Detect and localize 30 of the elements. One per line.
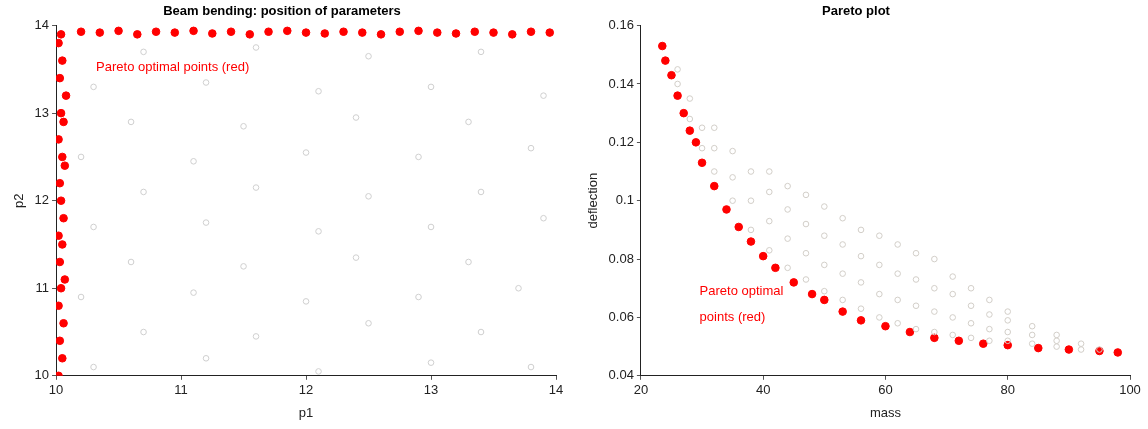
y-tick-label: 0.08 xyxy=(608,250,634,266)
x-tick-label: 40 xyxy=(755,382,771,398)
x-tick-label: 12 xyxy=(298,382,314,398)
x-tick-label: 60 xyxy=(878,382,893,398)
y-tick-label: 0.06 xyxy=(608,309,634,325)
y-tick-label: 13 xyxy=(34,104,50,120)
chart-title: Beam bending: position of parameters xyxy=(163,3,401,19)
x-tick-label: 100 xyxy=(1119,382,1141,398)
x-tick-label: 14 xyxy=(548,382,564,398)
y-tick-label: 12 xyxy=(34,192,50,208)
y-tick-label: 0.04 xyxy=(608,367,634,383)
x-tick-label: 20 xyxy=(633,382,649,398)
y-tick-label: 0.1 xyxy=(615,192,634,208)
x-axis-title: mass xyxy=(869,404,902,420)
y-tick-label: 0.12 xyxy=(608,133,634,149)
y-tick-label: 14 xyxy=(34,17,50,33)
y-tick-label: 0.14 xyxy=(608,75,634,91)
y-axis-title: deflection xyxy=(585,172,601,229)
y-tick-label: 11 xyxy=(35,279,50,295)
y-tick-label: 10 xyxy=(34,367,50,383)
x-tick-label: 11 xyxy=(174,382,188,398)
annotation: Pareto optimal points (red) xyxy=(96,59,250,75)
x-tick-label: 10 xyxy=(48,382,64,398)
x-axis-title: p1 xyxy=(298,404,314,420)
annotation: Pareto optimal points (red) xyxy=(699,283,784,325)
y-tick-label: 0.16 xyxy=(608,17,634,33)
y-axis-title: p2 xyxy=(11,193,27,208)
chart-title: Pareto plot xyxy=(822,3,891,19)
x-tick-label: 13 xyxy=(423,382,439,398)
x-tick-label: 80 xyxy=(1000,382,1015,398)
